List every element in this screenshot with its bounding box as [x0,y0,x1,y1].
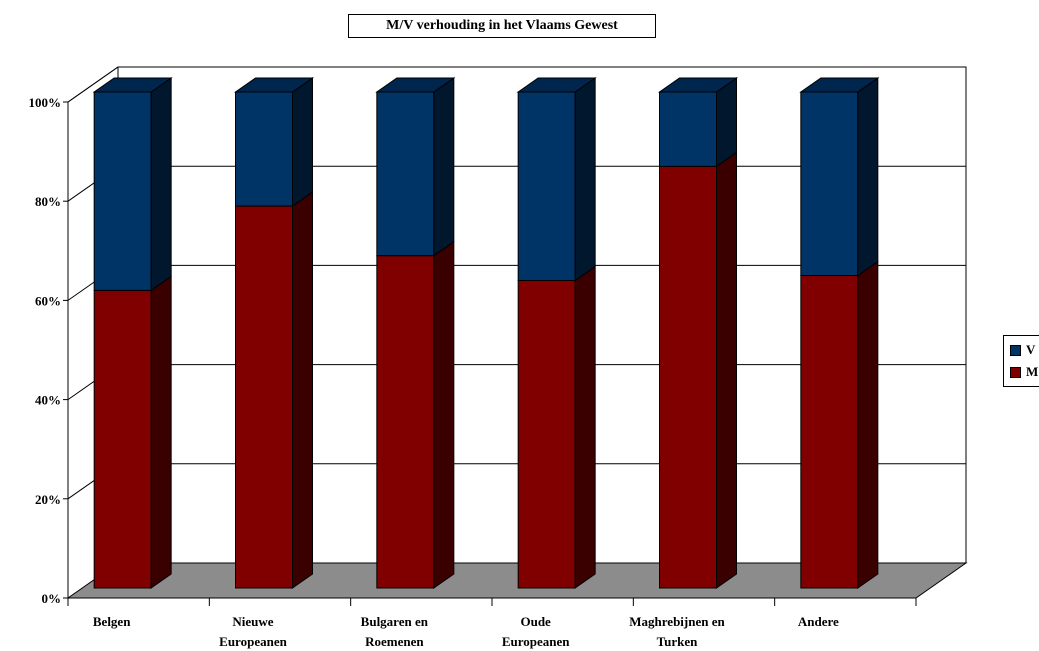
x-tick-label: Belgen [93,614,131,629]
bar-side [716,77,737,168]
bar-segment-m-0 [93,275,172,589]
bar-front [800,275,859,589]
y-tick-label: 40% [35,393,61,408]
bar-top [92,77,173,93]
x-tick-label: Maghrebijnen en [629,614,725,629]
bar-segment-v-1 [233,77,315,208]
bar-segment-m-1 [235,191,313,589]
bar-segment-v-4 [657,77,739,168]
bar-top [799,77,880,93]
legend: V M [1003,335,1039,387]
x-tick-label: Oude [520,614,551,629]
legend-label-m: M [1026,364,1039,379]
legend-label-v: V [1026,342,1036,357]
bar-front [93,91,152,291]
bar-segment-v-3 [516,77,597,282]
x-tick-label: Andere [798,614,839,629]
legend-swatch-m [1010,366,1021,378]
bar-segment-v-0 [92,77,173,292]
tick-labels: 0% 20% 40% 60% 80% 100% Belgen Nieuwe Europeanen… [29,95,840,649]
bar-front [659,165,717,589]
bar-side [857,260,879,589]
x-tick-label: Roemenen [365,634,424,649]
bar-segment-m-4 [659,151,737,589]
x-tick-label: Turken [657,634,698,649]
bar-front [235,91,293,207]
bar-side [716,151,737,589]
y-axis-top-edge [67,66,119,103]
bar-front [659,91,717,167]
bars [92,77,880,589]
bar-top [375,77,456,93]
bar-side [292,77,313,208]
bar-segment-v-2 [375,77,456,257]
bar-side [857,77,879,277]
x-tick-label: Europeanen [502,634,570,649]
bar-front [517,279,576,589]
bar-segment-v-5 [799,77,880,277]
y-tick-label: 0% [42,591,62,606]
bar-top [657,77,739,93]
chart-title: M/V verhouding in het Vlaams Gewest [348,14,656,38]
legend-item-v: V [1010,342,1035,358]
bar-segment-m-2 [376,240,455,589]
bar-front [517,91,576,281]
bar-side [433,77,455,257]
x-tick-label: Europeanen [219,634,287,649]
x-tick-label: Nieuwe [232,614,273,629]
bar-front [235,205,293,589]
legend-item-m: M [1010,364,1038,380]
bar-front [376,255,435,589]
x-tick-label: Bulgaren en [361,614,429,629]
legend-swatch-v [1010,344,1021,356]
y-tick-label: 60% [35,293,61,308]
bar-side [150,275,172,589]
bar-segment-m-3 [517,265,596,589]
y-tick-label: 100% [29,95,62,110]
chart-title-text: M/V verhouding in het Vlaams Gewest [386,18,618,33]
bar-top [233,77,315,93]
y-tick-label: 20% [35,492,61,507]
bar-side [150,77,172,292]
bar-front [376,91,435,257]
bar-top [516,77,597,93]
bar-segment-m-5 [800,260,879,589]
bar-side [292,191,313,589]
bar-side [433,240,455,589]
bar-side [574,265,596,589]
bar-side [574,77,596,282]
y-tick-label: 80% [35,194,61,209]
bar-front [800,91,859,277]
axes [63,66,917,606]
bar-front [93,289,152,589]
